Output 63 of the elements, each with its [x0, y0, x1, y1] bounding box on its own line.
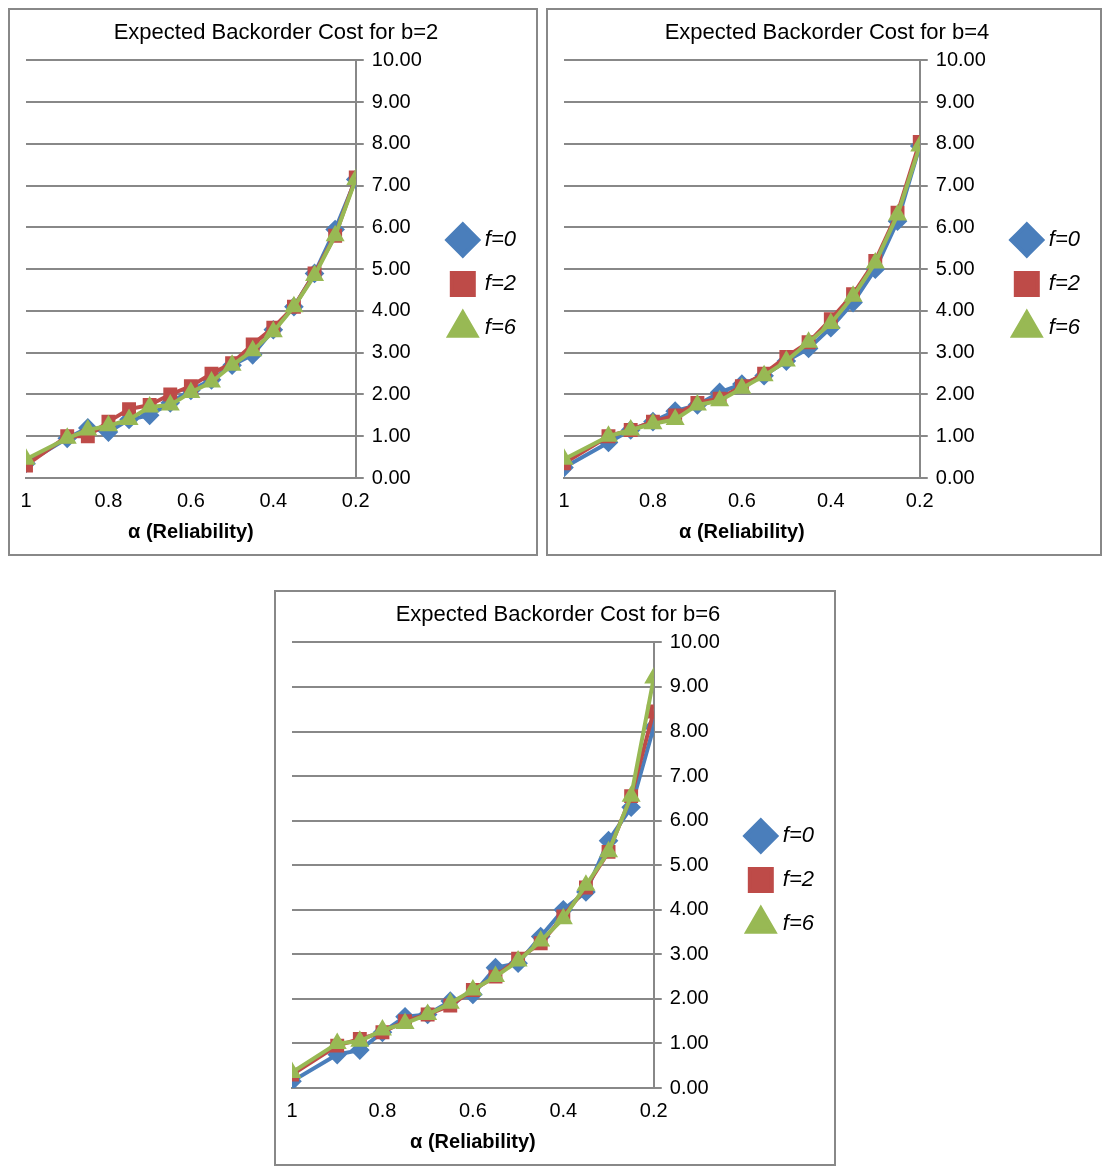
x-tick-label: 1 — [558, 488, 570, 511]
y-tick-label: 4.00 — [935, 298, 975, 321]
y-tick-label: 3.00 — [371, 340, 411, 363]
x-tick-label: 0.2 — [341, 488, 370, 511]
legend-label: f=0 — [1048, 226, 1081, 252]
y-tick-label: 9.00 — [371, 89, 411, 112]
y-tick-label: 9.00 — [935, 89, 975, 112]
y-tick-label: 1.00 — [669, 1030, 709, 1053]
legend-label: f=0 — [782, 822, 815, 848]
y-tick-label: 8.00 — [669, 719, 709, 742]
legend-label: f=6 — [484, 314, 517, 340]
legend-label: f=6 — [782, 910, 815, 936]
x-tick-label: 0.6 — [176, 488, 205, 511]
y-tick-label: 5.00 — [371, 256, 411, 279]
x-axis-title: α (Reliability) — [410, 1129, 536, 1152]
y-tick-label: 6.00 — [669, 808, 709, 831]
y-tick-label: 0.00 — [371, 465, 411, 488]
y-tick-label: 2.00 — [371, 382, 411, 404]
x-tick-label: 0.4 — [259, 488, 288, 511]
y-tick-label: 0.00 — [935, 465, 975, 488]
chart-title: Expected Backorder Cost for b=6 — [395, 601, 721, 627]
y-tick-label: 4.00 — [669, 897, 709, 920]
chart-title: Expected Backorder Cost for b=2 — [113, 19, 439, 45]
y-tick-label: 8.00 — [371, 131, 411, 154]
y-tick-label: 1.00 — [371, 423, 411, 446]
y-tick-label: 10.00 — [669, 629, 720, 652]
x-tick-label: 0.4 — [816, 488, 845, 511]
x-tick-label: 1 — [20, 488, 32, 511]
y-tick-label: 4.00 — [371, 298, 411, 321]
y-tick-label: 10.00 — [371, 47, 422, 70]
x-axis-title: α (Reliability) — [128, 519, 254, 542]
y-tick-label: 3.00 — [669, 941, 709, 964]
y-tick-label: 9.00 — [669, 674, 709, 697]
x-tick-label: 0.4 — [549, 1098, 578, 1121]
y-tick-label: 7.00 — [935, 173, 975, 196]
y-tick-label: 2.00 — [935, 382, 975, 404]
x-tick-label: 0.2 — [905, 488, 934, 511]
y-tick-label: 7.00 — [371, 173, 411, 196]
x-tick-label: 0.6 — [458, 1098, 487, 1121]
y-tick-label: 0.00 — [669, 1075, 709, 1098]
x-tick-label: 0.8 — [639, 488, 667, 511]
y-tick-label: 2.00 — [669, 986, 709, 1009]
y-tick-label: 8.00 — [935, 131, 975, 154]
legend-label: f=2 — [782, 866, 815, 892]
y-tick-label: 10.00 — [935, 47, 986, 70]
x-tick-label: 1 — [286, 1098, 298, 1121]
legend-label: f=2 — [484, 270, 517, 296]
x-tick-label: 0.6 — [727, 488, 756, 511]
x-tick-label: 0.8 — [368, 1098, 397, 1121]
y-tick-label: 7.00 — [669, 763, 709, 786]
legend-label: f=0 — [484, 226, 517, 252]
legend-label: f=6 — [1048, 314, 1081, 340]
x-tick-label: 0.2 — [639, 1098, 668, 1121]
y-tick-label: 5.00 — [935, 256, 975, 279]
y-tick-label: 5.00 — [669, 852, 709, 875]
x-tick-label: 0.8 — [94, 488, 123, 511]
y-tick-label: 1.00 — [935, 423, 975, 446]
x-axis-title: α (Reliability) — [679, 519, 805, 542]
chart-title: Expected Backorder Cost for b=4 — [664, 19, 990, 45]
y-tick-label: 6.00 — [371, 214, 411, 237]
y-tick-label: 3.00 — [935, 340, 975, 363]
legend-label: f=2 — [1048, 270, 1081, 296]
y-tick-label: 6.00 — [935, 214, 975, 237]
